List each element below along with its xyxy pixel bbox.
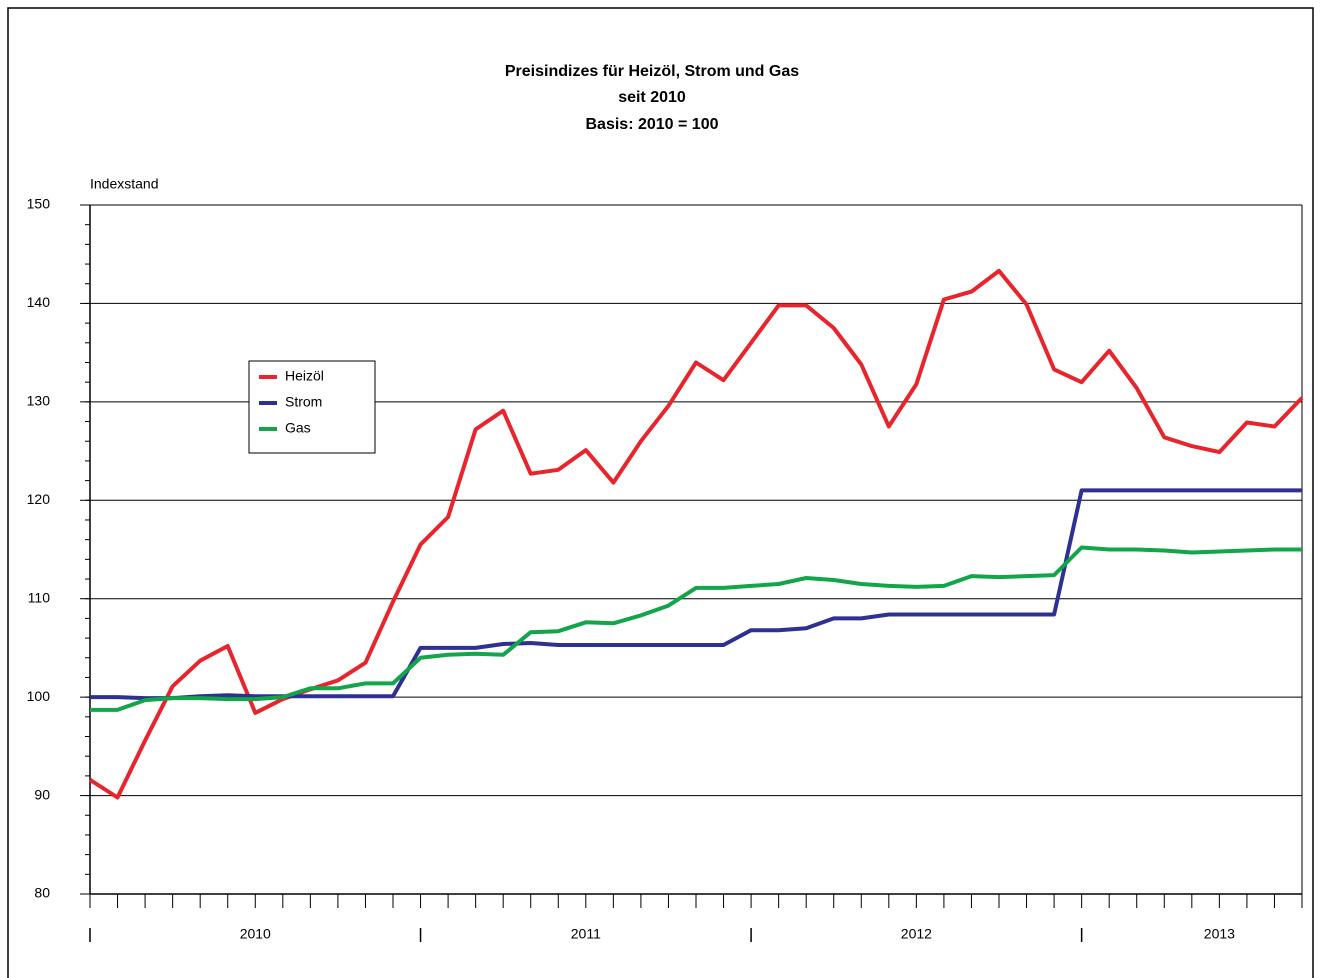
y-tick-label: 140 [27, 294, 51, 310]
y-tick-label: 110 [28, 589, 51, 605]
y-tick-label: 150 [27, 196, 51, 212]
line-series [90, 488, 1302, 701]
legend-label: Gas [285, 420, 311, 436]
frame [7, 7, 1314, 978]
line-series [88, 268, 1304, 800]
line-series [90, 545, 1302, 712]
chart-title: Preisindizes für Heizöl, Strom und Gas [505, 63, 799, 80]
y-axis-label: Indexstand [90, 176, 159, 192]
y-tick-label: 120 [27, 491, 51, 507]
x-tick-label: 2011 [571, 926, 601, 942]
legend-label: Strom [285, 394, 322, 410]
x-tick-label: 2013 [1204, 926, 1235, 942]
chart-subtitle: Basis: 2010 = 100 [586, 116, 719, 133]
y-tick-label: 90 [34, 786, 50, 802]
legend-label: Heizöl [285, 368, 324, 384]
x-tick-label: 2010 [240, 926, 271, 942]
y-tick-label: 130 [27, 393, 51, 409]
y-tick-label: 80 [34, 885, 50, 901]
y-tick-label: 100 [27, 688, 51, 704]
chart-subtitle: seit 2010 [618, 89, 686, 106]
x-tick-label: 2012 [901, 926, 932, 942]
